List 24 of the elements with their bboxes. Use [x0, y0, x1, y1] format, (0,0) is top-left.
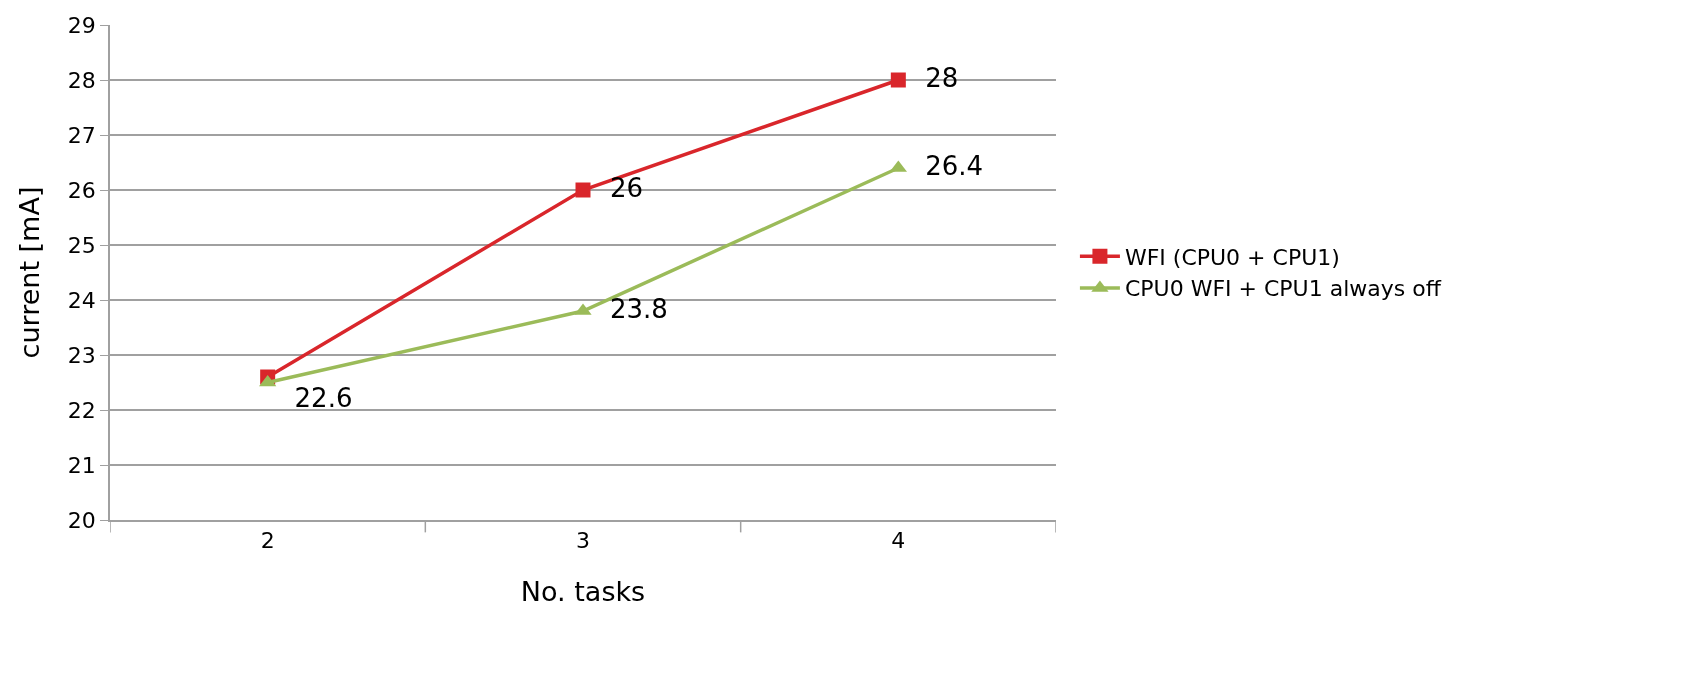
x-axis-title: No. tasks [520, 576, 646, 608]
data-label: 23.8 [593, 293, 668, 324]
y-tick-label: 25 [67, 232, 96, 258]
data-label: 26.4 [908, 150, 984, 181]
y-tick-label: 26 [67, 177, 96, 203]
x-tick-label: 2 [260, 528, 275, 554]
y-tick-label: 24 [67, 287, 96, 313]
legend-label: CPU0 WFI + CPU1 always off [1124, 276, 1442, 302]
y-tick-label: 23 [67, 342, 96, 368]
y-tick-label: 27 [67, 122, 96, 148]
data-label: 26 [593, 172, 643, 203]
point [890, 72, 906, 88]
y-tick-label: 20 [67, 507, 96, 533]
x-tick-label: 3 [576, 528, 590, 554]
x-tick-label: 4 [891, 528, 906, 554]
data-label: 22.6 [278, 382, 353, 413]
y-tick-label: 21 [67, 452, 96, 478]
y-axis-title: current [mA] [14, 186, 46, 359]
y-tick-label: 29 [67, 12, 96, 38]
data-label: 28 [908, 62, 959, 93]
y-tick-label: 28 [67, 67, 96, 93]
y-tick-label: 22 [67, 397, 96, 423]
legend-label: WFI (CPU0 + CPU1) [1124, 244, 1340, 270]
point [575, 182, 591, 198]
